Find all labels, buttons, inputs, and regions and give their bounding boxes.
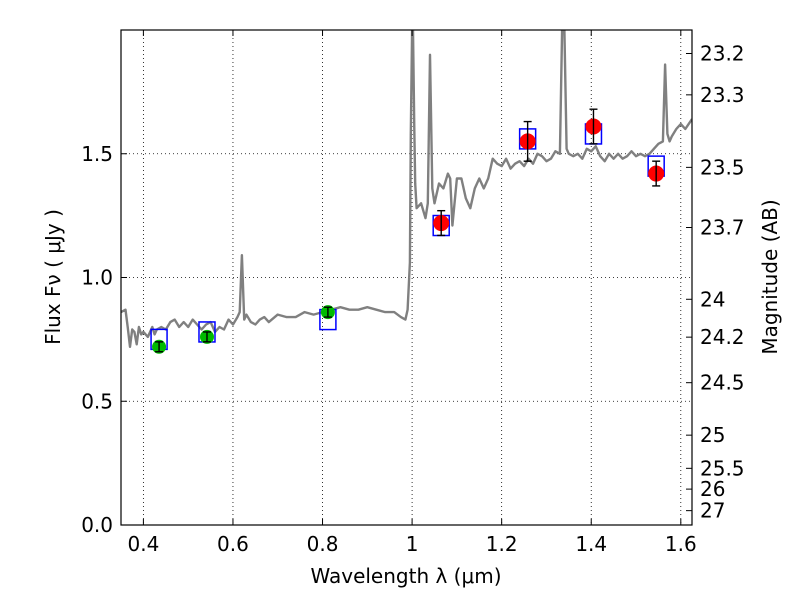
y-tick-label: 1.0: [81, 266, 113, 290]
y2-tick-label: 25: [700, 423, 725, 447]
y-axis-label: Flux Fν ( μJy ): [41, 209, 65, 345]
x-tick-label: 0.6: [217, 532, 249, 556]
x-tick-label: 1.2: [486, 532, 518, 556]
y2-tick-label: 25.5: [700, 456, 745, 480]
x-tick-label: 0.8: [307, 532, 339, 556]
y2-tick-label: 23.2: [700, 42, 745, 66]
x-tick-label: 1.4: [575, 532, 607, 556]
x-tick-label: 1: [406, 532, 419, 556]
y2-axis-label: Magnitude (AB): [758, 199, 782, 354]
y-tick-label: 0.5: [81, 389, 113, 413]
y2-tick-label: 27: [700, 499, 725, 523]
x-tick-label: 0.4: [127, 532, 159, 556]
y-tick-label: 0.0: [81, 513, 113, 537]
grid: [121, 30, 692, 526]
x-axis: 0.4 0.6 0.8 1 1.2 1.4 1.6: [127, 30, 697, 556]
y2-tick-label: 24.5: [700, 371, 745, 395]
x-axis-label: Wavelength λ (μm): [310, 564, 501, 588]
model-spectrum-line: [121, 30, 692, 348]
y2-tick-label: 24.2: [700, 325, 745, 349]
plot-frame: [120, 29, 693, 526]
plot-area: [121, 30, 692, 354]
y2-tick-label: 23.7: [700, 216, 745, 240]
y-axis: 0.0 0.5 1.0 1.5: [81, 142, 127, 537]
y-tick-label: 1.5: [81, 142, 113, 166]
y2-tick-label: 24: [700, 287, 725, 311]
y2-tick-label: 23.5: [700, 155, 745, 179]
y2-tick-label: 23.3: [700, 83, 745, 107]
y2-tick-label: 26: [700, 477, 725, 501]
x-tick-label: 1.6: [665, 532, 697, 556]
